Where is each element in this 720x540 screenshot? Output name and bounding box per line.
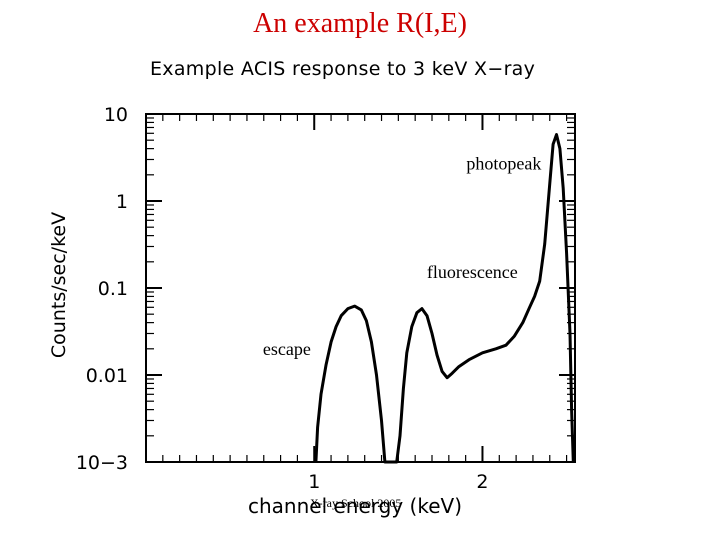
footer-text: X-ray School 2005 (310, 496, 402, 510)
chart-title: Example ACIS response to 3 keV X−ray (150, 58, 536, 80)
annotations: photopeak fluorescence escape (263, 154, 541, 359)
y-tick-label: 10 (104, 104, 128, 126)
tick-labels: 10 1 0.1 0.01 10−3 1 2 (76, 104, 489, 493)
y-tick-label: 10−3 (76, 452, 128, 474)
y-tick-label: 0.01 (86, 365, 128, 387)
annotation-escape: escape (263, 339, 311, 359)
major-ticks (146, 113, 575, 463)
x-tick-label: 1 (308, 471, 320, 493)
x-axis-label: channel energy (keV) (248, 494, 463, 518)
response-curve-line (314, 133, 575, 464)
annotation-photopeak: photopeak (466, 154, 541, 174)
slide-title: An example R(I,E) (253, 8, 467, 39)
y-tick-label: 1 (116, 191, 128, 213)
annotation-fluorescence: fluorescence (427, 262, 518, 282)
minor-ticks (146, 114, 575, 462)
x-tick-label: 2 (476, 471, 488, 493)
y-tick-label: 0.1 (98, 278, 128, 300)
